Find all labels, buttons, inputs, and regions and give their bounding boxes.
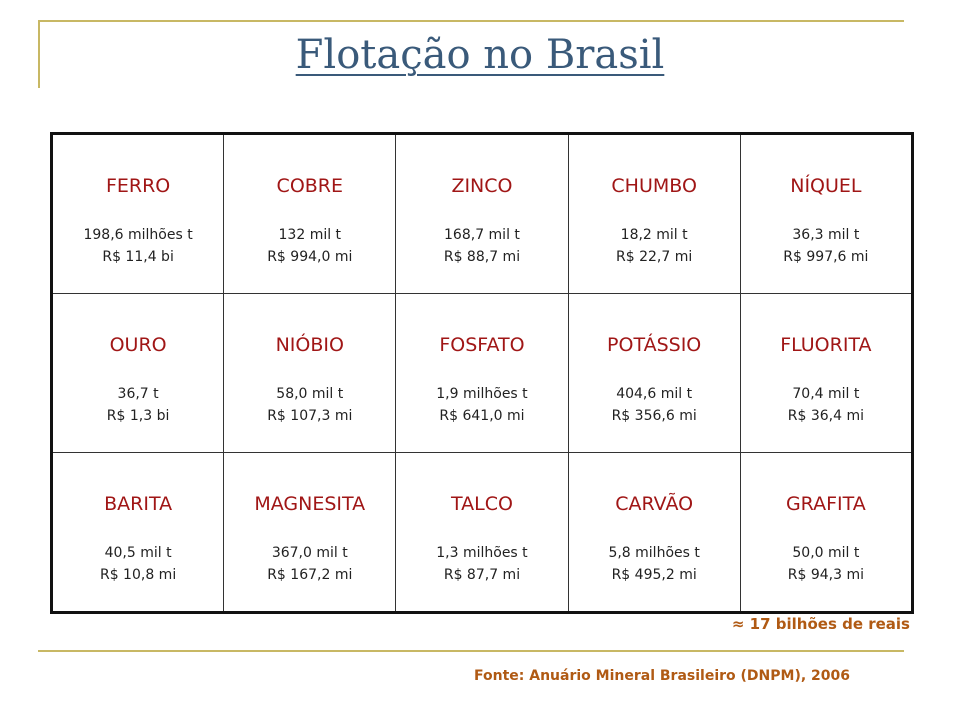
mineral-name: TALCO (451, 493, 513, 515)
mineral-cell: MAGNESITA 367,0 mil t R$ 167,2 mi (223, 452, 397, 613)
bottom-rule (38, 650, 904, 652)
mineral-value: R$ 10,8 mi (99, 567, 177, 583)
page-title: Flotação no Brasil (295, 32, 665, 78)
minerals-table: FERRO 198,6 milhões t R$ 11,4 bi COBRE 132 m… (50, 132, 914, 614)
mineral-quantity: 50,0 mil t (792, 545, 860, 561)
mineral-value: R$ 107,3 mi (267, 408, 353, 424)
table-row: FERRO 198,6 milhões t R$ 11,4 bi COBRE 132 m… (50, 133, 914, 294)
mineral-name: NIÓBIO (275, 334, 344, 356)
mineral-quantity: 404,6 mil t (616, 386, 693, 402)
mineral-cell: OURO 36,7 t R$ 1,3 bi (50, 293, 225, 453)
mineral-name: CHUMBO (611, 175, 697, 197)
mineral-quantity: 40,5 mil t (104, 545, 172, 561)
mineral-value: R$ 495,2 mi (611, 567, 697, 583)
mineral-quantity: 1,3 milhões t (436, 545, 528, 561)
mineral-cell: NIÓBIO 58,0 mil t R$ 107,3 mi (223, 293, 397, 453)
mineral-value: R$ 356,6 mi (611, 408, 697, 424)
mineral-quantity: 1,9 milhões t (436, 386, 528, 402)
table-row: OURO 36,7 t R$ 1,3 bi NIÓBIO 58,0 mil t R$ 10… (50, 293, 914, 453)
mineral-quantity: 132 mil t (278, 227, 342, 243)
mineral-quantity: 5,8 milhões t (608, 545, 700, 561)
mineral-value: R$ 87,7 mi (443, 567, 521, 583)
mineral-quantity: 198,6 milhões t (83, 227, 193, 243)
mineral-quantity: 18,2 mil t (620, 227, 688, 243)
mineral-value: R$ 94,3 mi (787, 567, 864, 583)
left-frame-line (38, 20, 40, 88)
mineral-cell: ZINCO 168,7 mil t R$ 88,7 mi (395, 133, 569, 294)
mineral-cell: GRAFITA 50,0 mil t R$ 94,3 mi (739, 452, 914, 613)
mineral-cell: COBRE 132 mil t R$ 994,0 mi (223, 133, 397, 294)
source-citation: Fonte: Anuário Mineral Brasileiro (DNPM)… (474, 668, 850, 684)
mineral-value: R$ 22,7 mi (616, 249, 693, 265)
mineral-value: R$ 36,4 mi (787, 408, 864, 424)
mineral-cell: POTÁSSIO 404,6 mil t R$ 356,6 mi (567, 293, 741, 453)
mineral-name: FLUORITA (780, 334, 872, 356)
mineral-cell: BARITA 40,5 mil t R$ 10,8 mi (50, 452, 225, 613)
mineral-quantity: 367,0 mil t (271, 545, 348, 561)
mineral-value: R$ 88,7 mi (443, 249, 521, 265)
mineral-value: R$ 994,0 mi (267, 249, 353, 265)
mineral-name: ZINCO (451, 175, 513, 197)
mineral-name: COBRE (276, 175, 344, 197)
mineral-value: R$ 11,4 bi (102, 249, 174, 265)
mineral-quantity: 36,3 mil t (792, 227, 860, 243)
mineral-value: R$ 1,3 bi (106, 408, 170, 424)
mineral-quantity: 168,7 mil t (444, 227, 520, 243)
mineral-name: BARITA (104, 493, 173, 515)
mineral-name: CARVÃO (615, 493, 694, 515)
mineral-name: OURO (109, 334, 167, 356)
mineral-cell: CHUMBO 18,2 mil t R$ 22,7 mi (567, 133, 741, 294)
mineral-quantity: 36,7 t (117, 386, 159, 402)
mineral-name: FERRO (105, 175, 171, 197)
mineral-value: R$ 167,2 mi (267, 567, 353, 583)
table-row: BARITA 40,5 mil t R$ 10,8 mi MAGNESITA 367,0… (50, 452, 914, 613)
mineral-cell: CARVÃO 5,8 milhões t R$ 495,2 mi (567, 452, 741, 613)
mineral-name: MAGNESITA (254, 493, 366, 515)
mineral-quantity: 70,4 mil t (792, 386, 860, 402)
mineral-cell: TALCO 1,3 milhões t R$ 87,7 mi (395, 452, 569, 613)
mineral-cell: FLUORITA 70,4 mil t R$ 36,4 mi (739, 293, 914, 453)
mineral-value: R$ 997,6 mi (783, 249, 869, 265)
mineral-value: R$ 641,0 mi (439, 408, 525, 424)
mineral-cell: FOSFATO 1,9 milhões t R$ 641,0 mi (395, 293, 569, 453)
total-value: ≈ 17 bilhões de reais (731, 615, 910, 633)
mineral-cell: FERRO 198,6 milhões t R$ 11,4 bi (50, 133, 225, 294)
mineral-name: FOSFATO (439, 334, 525, 356)
mineral-name: POTÁSSIO (607, 334, 702, 356)
mineral-name: NÍQUEL (790, 175, 862, 197)
top-frame-line (38, 20, 904, 22)
mineral-quantity: 58,0 mil t (276, 386, 344, 402)
mineral-cell: NÍQUEL 36,3 mil t R$ 997,6 mi (739, 133, 914, 294)
mineral-name: GRAFITA (785, 493, 866, 515)
